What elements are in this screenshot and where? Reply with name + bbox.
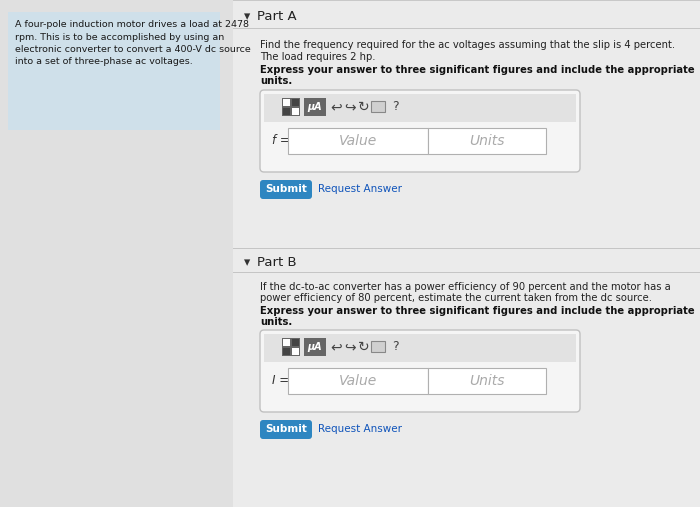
Bar	[282, 98, 300, 116]
Text: ?: ?	[392, 341, 398, 353]
FancyBboxPatch shape	[260, 180, 312, 199]
Text: Express your answer to three significant figures and include the appropriate: Express your answer to three significant…	[260, 306, 694, 316]
Bar	[233, 0, 700, 507]
Text: Submit: Submit	[265, 185, 307, 195]
Bar	[233, 28, 700, 29]
Bar	[233, 0, 700, 1]
Text: Request Answer: Request Answer	[318, 185, 402, 195]
Text: power efficiency of 80 percent, estimate the current taken from the dc source.: power efficiency of 80 percent, estimate…	[260, 293, 652, 303]
Text: I =: I =	[272, 375, 289, 387]
Text: Find the frequency required for the ac voltages assuming that the slip is 4 perc: Find the frequency required for the ac v…	[260, 40, 675, 50]
Text: ▾: ▾	[244, 256, 251, 269]
Text: If the dc-to-ac converter has a power efficiency of 90 percent and the motor has: If the dc-to-ac converter has a power ef…	[260, 282, 671, 292]
Bar	[8, 12, 220, 130]
Text: ?: ?	[392, 100, 398, 114]
Text: Value: Value	[339, 374, 377, 388]
Text: Submit: Submit	[265, 424, 307, 434]
Text: A four-pole induction motor drives a load at 2478
rpm. This is to be accomplishe: A four-pole induction motor drives a loa…	[15, 20, 251, 66]
Text: Part B: Part B	[257, 256, 297, 269]
FancyBboxPatch shape	[260, 90, 580, 172]
Text: ↩: ↩	[330, 100, 342, 114]
Text: Units: Units	[469, 134, 505, 148]
Bar	[264, 94, 576, 122]
Text: The load requires 2 hp.: The load requires 2 hp.	[260, 52, 375, 62]
Text: μA: μA	[308, 102, 322, 112]
Text: units.: units.	[260, 317, 293, 327]
Bar	[292, 99, 299, 106]
Text: Request Answer: Request Answer	[318, 424, 402, 434]
Text: ↪: ↪	[344, 100, 356, 114]
Text: μA: μA	[308, 342, 322, 352]
Text: Units: Units	[469, 374, 505, 388]
Text: ↪: ↪	[344, 340, 356, 354]
Text: Express your answer to three significant figures and include the appropriate: Express your answer to three significant…	[260, 65, 694, 75]
Text: ▾: ▾	[244, 10, 251, 23]
Bar	[292, 108, 299, 115]
Bar	[292, 339, 299, 346]
Text: Part A: Part A	[257, 10, 297, 23]
Bar	[304, 98, 326, 116]
Bar	[283, 348, 290, 355]
Bar	[292, 348, 299, 355]
Bar	[304, 338, 326, 356]
Bar	[371, 341, 385, 352]
Bar	[264, 334, 576, 362]
Text: Value: Value	[339, 134, 377, 148]
Bar	[288, 368, 428, 394]
FancyBboxPatch shape	[260, 330, 580, 412]
Bar	[283, 339, 290, 346]
Text: ↩: ↩	[330, 340, 342, 354]
Bar	[233, 272, 700, 273]
Text: ↻: ↻	[358, 340, 370, 354]
Bar	[283, 108, 290, 115]
Bar	[371, 101, 385, 112]
Bar	[428, 128, 546, 154]
Bar	[288, 128, 428, 154]
FancyBboxPatch shape	[260, 420, 312, 439]
Bar	[233, 248, 700, 249]
Text: ↻: ↻	[358, 100, 370, 114]
Text: units.: units.	[260, 76, 293, 86]
Bar	[282, 338, 300, 356]
Text: f =: f =	[272, 134, 290, 148]
Bar	[283, 99, 290, 106]
Bar	[428, 368, 546, 394]
